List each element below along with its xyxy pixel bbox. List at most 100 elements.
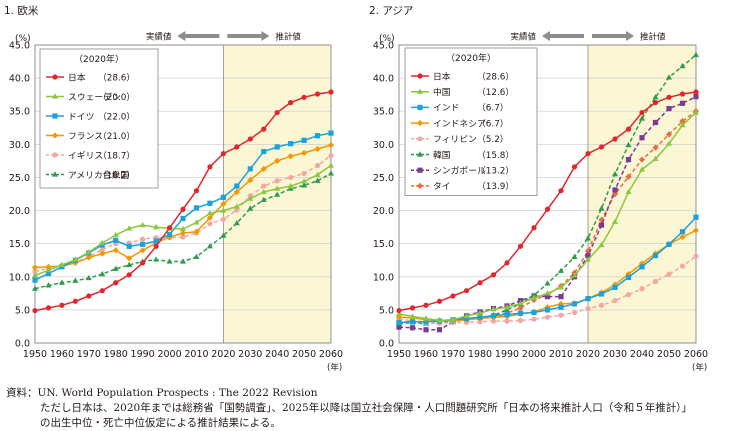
data-point [247, 176, 254, 184]
data-point [193, 188, 200, 194]
data-point [314, 177, 321, 183]
data-point [193, 219, 200, 225]
data-point [490, 318, 497, 324]
series-0-0 [32, 89, 334, 314]
legend-value: （18.7） [98, 150, 135, 161]
data-point [571, 253, 578, 259]
data-point [328, 130, 334, 136]
data-point [45, 270, 52, 277]
data-point [666, 271, 672, 277]
legend-label: 韓国 [433, 150, 451, 161]
data-point [504, 311, 510, 318]
legend-label: 中国 [433, 86, 451, 98]
data-point [558, 294, 564, 300]
source-note-line1: 資料：UN. World Population Prospects : The … [6, 387, 318, 399]
data-point [652, 252, 659, 259]
data-point [140, 260, 146, 266]
data-point [409, 313, 416, 319]
data-point [625, 188, 632, 195]
data-point [99, 250, 106, 257]
data-point [409, 325, 416, 331]
data-point [463, 312, 470, 318]
data-point [32, 272, 38, 278]
data-point [220, 216, 226, 222]
series-line [34, 154, 332, 273]
x-tick-label: 2060 [319, 349, 343, 360]
data-point [260, 196, 267, 203]
data-point [314, 91, 321, 97]
legend-marker [52, 171, 58, 177]
data-point [639, 166, 645, 172]
data-point [301, 182, 308, 188]
data-point [287, 182, 294, 189]
data-point [544, 314, 551, 320]
x-tick-label: 2020 [576, 349, 600, 360]
data-point [693, 89, 699, 95]
x-tick-label: 2050 [657, 349, 681, 360]
y-tick-label: 45.0 [9, 41, 30, 52]
data-point [274, 185, 281, 191]
data-point [558, 312, 564, 318]
legend-value: （5.2） [477, 134, 509, 145]
data-point [72, 259, 79, 266]
y-tick-label: 30.0 [9, 140, 30, 151]
data-point [693, 51, 699, 58]
data-point [490, 272, 497, 278]
data-point [409, 305, 416, 311]
legend-marker [52, 93, 58, 99]
x-tick-label: 2010 [549, 349, 573, 360]
data-point [639, 286, 645, 292]
data-point [504, 318, 510, 324]
data-point [423, 315, 429, 321]
data-point [693, 214, 699, 220]
y-tick-label: 5.0 [15, 305, 30, 316]
data-point [517, 300, 524, 306]
data-point [207, 164, 213, 170]
legend-label: フィリピン [433, 134, 477, 145]
data-point [207, 200, 213, 206]
data-point [571, 309, 578, 316]
data-point [679, 91, 686, 97]
data-point [260, 188, 267, 195]
data-point [504, 306, 510, 312]
series-1-1 [396, 109, 699, 323]
data-point [679, 121, 686, 128]
data-point [314, 162, 321, 169]
data-point [274, 157, 281, 164]
data-point [180, 206, 186, 212]
legend-title: （2020年） [74, 53, 124, 65]
legend-label: タイ [433, 181, 451, 192]
legend-marker [416, 182, 424, 189]
data-point [585, 256, 591, 262]
data-point [693, 94, 699, 100]
data-point [86, 293, 92, 299]
legend-marker [417, 104, 423, 110]
data-point [58, 261, 65, 267]
data-point [328, 152, 334, 159]
x-axis-label: (年) [327, 362, 342, 373]
data-point [301, 137, 307, 143]
data-point [261, 126, 267, 132]
data-point [517, 243, 524, 249]
legend-label: インドネシア [433, 118, 486, 129]
x-tick-label: 2060 [684, 349, 708, 360]
x-axis-label: (年) [692, 362, 707, 373]
data-point [666, 74, 672, 80]
data-point [180, 234, 186, 240]
projection-shade [588, 45, 696, 343]
legend-label: シンガポール [433, 166, 486, 177]
legend-marker [52, 113, 58, 119]
legend-marker [417, 151, 423, 157]
data-point [679, 263, 686, 269]
data-point [490, 313, 497, 319]
data-point [652, 278, 659, 285]
data-point [692, 227, 700, 234]
x-tick-label: 1990 [495, 349, 519, 360]
data-point [490, 306, 497, 312]
data-point [45, 305, 52, 311]
chart-europe-america: 1. 欧米 (%) 0.0 5.0 10.0 15.0 20.0 25.0 30.0 35.0 40… [4, 4, 343, 373]
data-point [666, 140, 672, 146]
data-point [625, 274, 632, 281]
legend-value: （15.8） [477, 150, 514, 161]
